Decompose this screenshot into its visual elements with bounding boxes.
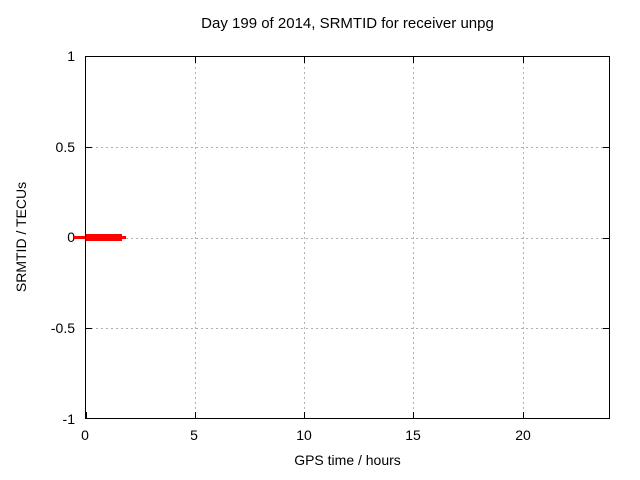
- gridline-horizontal-0: [86, 238, 609, 239]
- x-tick-label-15: 15: [405, 427, 421, 443]
- x-tick-top-20: [523, 57, 524, 63]
- x-tick-label-20: 20: [515, 427, 531, 443]
- y-axis-title: SRMTID / TECUs: [13, 181, 29, 293]
- y-tick-label-1: 1: [67, 48, 75, 64]
- x-tick-bottom-0: [86, 412, 87, 418]
- x-tick-top-10: [304, 57, 305, 63]
- y-tick-left-m0p5: [86, 328, 92, 329]
- x-tick-label-0: 0: [81, 427, 89, 443]
- x-tick-top-5: [195, 57, 196, 63]
- data-series-thick-segment: [86, 234, 122, 241]
- x-tick-bottom-20: [523, 412, 524, 418]
- x-tick-top-15: [413, 57, 414, 63]
- gridline-vertical-5: [195, 57, 196, 418]
- chart-title: Day 199 of 2014, SRMTID for receiver unp…: [201, 15, 494, 32]
- x-tick-label-5: 5: [190, 427, 198, 443]
- gridline-vertical-20: [523, 57, 524, 418]
- x-tick-bottom-15: [413, 412, 414, 418]
- y-tick-label-0p5: 0.5: [55, 139, 75, 155]
- gridline-horizontal-0p5: [86, 147, 609, 148]
- y-tick-left-0p5: [86, 147, 92, 148]
- y-tick-label-m1: -1: [62, 411, 75, 427]
- x-axis-title: GPS time / hours: [294, 452, 401, 468]
- plot-area: [85, 56, 610, 419]
- y-tick-label-m0p5: -0.5: [50, 320, 75, 336]
- y-tick-right-m0p5: [603, 328, 609, 329]
- x-tick-bottom-10: [304, 412, 305, 418]
- y-axis-line: [85, 56, 86, 419]
- gridline-vertical-15: [413, 57, 414, 418]
- x-tick-label-10: 10: [296, 427, 312, 443]
- gridline-vertical-10: [304, 57, 305, 418]
- y-tick-right-0p5: [603, 147, 609, 148]
- x-tick-bottom-5: [195, 412, 196, 418]
- y-tick-label-0: 0: [67, 229, 75, 245]
- gridline-horizontal-m0p5: [86, 328, 609, 329]
- y-tick-right-0: [603, 238, 609, 239]
